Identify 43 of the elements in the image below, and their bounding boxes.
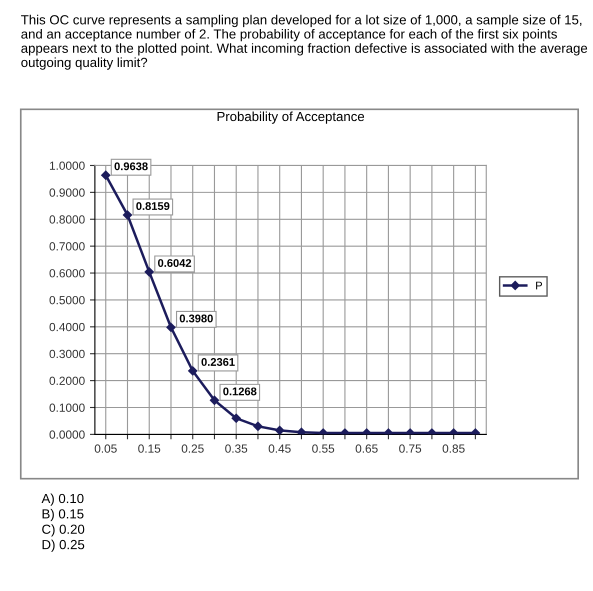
x-tick-label: 0.55 <box>312 444 334 453</box>
legend-label: P <box>536 282 542 290</box>
point <box>210 396 220 405</box>
data-label: 0.9638 <box>114 162 148 170</box>
x-tick-label: 0.75 <box>399 444 422 453</box>
data-label: 0.2361 <box>202 358 235 366</box>
text: A) 0.10 <box>42 493 84 506</box>
point <box>122 210 132 220</box>
y-tick-label: 0.1000 <box>50 404 85 412</box>
point <box>188 366 198 376</box>
y-tick-label: 1.0000 <box>50 162 85 170</box>
y-tick-label: 0.6000 <box>50 269 85 278</box>
y-tick-label: 0.8000 <box>50 215 85 224</box>
point <box>275 426 284 434</box>
point <box>232 414 241 423</box>
y-tick-label: 0.3000 <box>50 350 85 358</box>
text: This OC curve represents a sampling plan developed for a lot size of 1,000, a sample size of 15, and an acceptance number of 2. The probability of acceptance for each of the first six points appears next to the plotted point. What incoming fraction defective is associated with the average outgoing quality limit? <box>21 14 588 70</box>
x-tick-label: 0.15 <box>138 444 160 453</box>
data-label: 0.6042 <box>158 259 192 267</box>
point <box>296 428 306 434</box>
y-tick-label: 0.5000 <box>50 296 85 304</box>
text: B) 0.15 <box>42 508 84 522</box>
y-tick-label: 0.4000 <box>50 322 85 332</box>
x-tick-label: 0.45 <box>268 444 291 453</box>
y-tick-label: 0.0000 <box>50 430 85 439</box>
y-tick-label: 0.2000 <box>50 376 85 385</box>
x-tick-label: 0.25 <box>182 444 204 453</box>
point <box>253 422 263 431</box>
data-label: 0.8159 <box>136 202 170 210</box>
text: C) 0.20 <box>42 524 84 537</box>
y-tick-label: 0.9000 <box>50 188 85 197</box>
x-tick-label: 0.35 <box>225 444 248 453</box>
data-label: 0.3980 <box>180 314 213 322</box>
y-tick-label: 0.7000 <box>50 242 85 251</box>
text: D) 0.25 <box>42 540 84 552</box>
point <box>166 322 176 332</box>
x-tick-label: 0.65 <box>356 444 378 453</box>
point <box>101 170 110 180</box>
data-label: 0.1268 <box>223 387 256 396</box>
x-tick-label: 0.85 <box>442 444 465 453</box>
point <box>144 267 154 277</box>
x-tick-label: 0.05 <box>94 444 117 453</box>
chart-title: Probability of Acceptance <box>218 111 364 124</box>
